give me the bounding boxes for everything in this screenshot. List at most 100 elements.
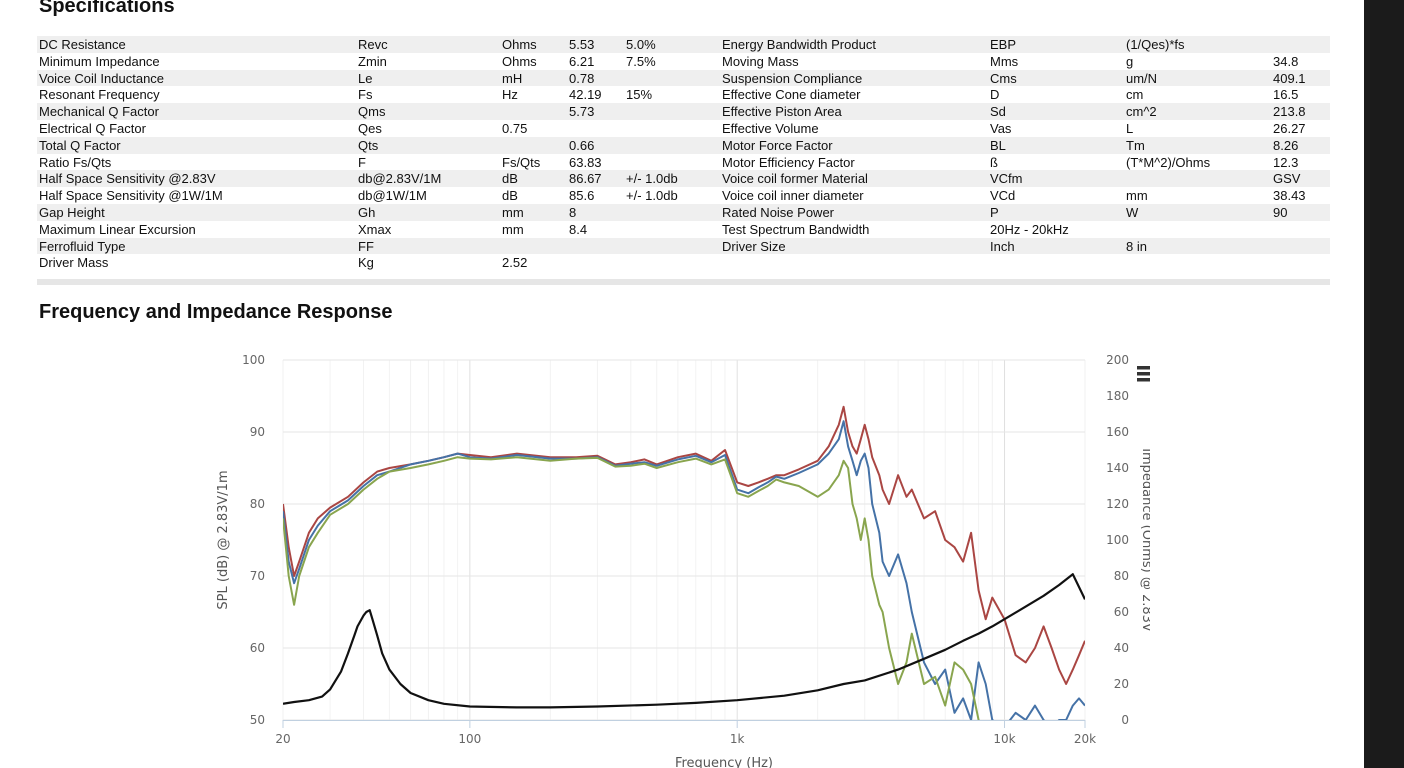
spec-row: Mechanical Q Factor Qms 5.73 Effective Pist… [37,103,1330,120]
x-tick-label: 100 [458,732,481,746]
chart-axes: 50 60 70 80 90 100 0 20 40 60 80 100 120 140 160 180 200… [216,353,1150,768]
y2-tick-label: 60 [1114,605,1129,619]
spec-cell: db@1W/1M [358,188,427,204]
spec-row: DC Resistance Revc Ohms 5.53 5.0% Energy Band… [37,36,1330,53]
spec-cell: 85.6 [569,188,595,204]
y2-axis-title: Impedance (Ohms) @ 2.83V [1139,448,1150,632]
spec-cell: Kg [358,255,374,271]
spec-cell: (1/Qes)*fs [1126,37,1185,52]
spec-cell: Fs/Qts [502,154,541,170]
spec-cell: F [358,154,366,170]
spec-row: Maximum Linear Excursion Xmax mm 8.4 Test Sp… [37,221,1330,238]
spec-cell: db@2.83V/1M [358,171,442,187]
y2-tick-label: 0 [1121,713,1129,727]
spec-cell: D [990,87,1000,103]
spec-cell: 20Hz - 20kHz [990,221,1069,237]
spec-cell: Inch [990,238,1015,254]
spec-cell: Vas [990,120,1012,136]
section-divider [37,279,1330,285]
impedance-curve [283,573,1085,709]
spec-cell: 12.3 [1273,154,1299,170]
spec-cell: Gh [358,204,376,220]
spec-cell: P [990,204,999,220]
spec-cell: Maximum Linear Excursion [39,221,196,237]
spec-cell: Effective Piston Area [722,104,842,120]
spec-row: Electrical Q Factor Qes 0.75 Effective Volu… [37,120,1330,137]
response-heading: Frequency and Impedance Response [39,301,393,323]
dark-sidebar [1364,0,1404,768]
spec-row: Half Space Sensitivity @1W/1M db@1W/1M dB 8… [37,187,1330,204]
spec-cell: Le [358,70,373,86]
spec-cell: mm [502,204,524,220]
spec-row: Voice Coil Inductance Le mH 0.78 Suspension … [37,69,1330,87]
hamburger-menu-icon[interactable] [1137,366,1150,382]
spec-cell: DC Resistance [39,37,126,52]
spec-cell: W [1126,204,1139,220]
spec-cell: Ferrofluid Type [39,238,126,254]
spl-curve [283,420,1085,720]
spec-cell: 86.67 [569,171,602,187]
spec-cell: 0.78 [569,70,595,86]
y2-tick-label: 180 [1106,389,1129,403]
spec-cell: Half Space Sensitivity @2.83V [39,171,216,187]
y2-tick-label: 100 [1106,533,1129,547]
spec-cell: 15% [626,87,653,103]
spec-cell: Voice coil inner diameter [722,188,864,204]
spec-cell: Motor Efficiency Factor [722,154,855,170]
y-tick-label: 60 [250,641,265,655]
x-tick-label: 20k [1074,732,1096,746]
spec-cell: 5.73 [569,104,595,120]
spec-cell: Motor Force Factor [722,137,833,153]
spec-cell: Xmax [358,221,392,237]
spec-cell: Ratio Fs/Qts [39,154,112,170]
spec-cell: +/- 1.0db [626,171,678,187]
spec-row: Ferrofluid Type FF Driver Size Inch 8 in [37,237,1330,255]
y2-tick-label: 80 [1114,569,1129,583]
frequency-impedance-chart: 50 60 70 80 90 100 0 20 40 60 80 100 120 140 160 180 200… [216,353,1150,768]
datasheet-page: Specifications DC Resistance Revc Ohms 5.53… [0,0,1364,768]
spec-cell: Tm [1126,137,1145,153]
spec-cell: VCfm [990,171,1023,187]
spec-cell: Resonant Frequency [39,87,160,103]
spec-cell: cm [1126,87,1144,103]
spl-curve [283,456,980,720]
spec-row: Gap Height Gh mm 8 Rated Noise Power P W 90 [37,203,1330,221]
y2-tick-label: 120 [1106,497,1129,511]
spec-cell: mm [502,221,524,237]
y2-tick-label: 20 [1114,677,1129,691]
spec-cell: Voice Coil Inductance [39,70,165,86]
spec-cell: Zmin [358,53,387,69]
y2-tick-label: 160 [1106,425,1129,439]
y2-tick-label: 140 [1106,461,1129,475]
spec-cell: FF [358,238,374,254]
spec-cell: 90 [1273,204,1288,220]
spec-cell: EBP [990,37,1017,52]
specifications-heading: Specifications [39,0,175,17]
spec-cell: 26.27 [1273,120,1306,136]
spec-cell: dB [502,188,518,204]
y-axis-title: SPL (dB) @ 2.83V/1m [216,470,231,609]
spec-cell: Hz [502,87,518,103]
spec-cell: mH [502,70,523,86]
spec-cell: 213.8 [1273,104,1306,120]
spec-cell: Voice coil former Material [722,171,868,187]
spec-cell: um/N [1126,70,1158,86]
spec-cell: Qts [358,137,379,153]
spec-cell: cm^2 [1126,104,1157,120]
x-tick-label: 20 [275,732,290,746]
spec-cell: Driver Size [722,238,786,254]
spl-curve [283,405,1085,685]
spec-cell: Revc [358,37,388,52]
spec-row: Total Q Factor Qts 0.66 Motor Force Factor B… [37,136,1330,154]
spec-cell: Sd [990,104,1006,120]
spec-cell: 0.66 [569,137,595,153]
spec-cell: Moving Mass [722,53,799,69]
spec-cell: 34.8 [1273,53,1299,69]
spec-row: Resonant Frequency Fs Hz 42.19 15% Effective … [37,86,1330,103]
spec-cell: Test Spectrum Bandwidth [722,221,870,237]
y2-tick-label: 200 [1106,353,1129,367]
y-tick-label: 70 [250,569,265,583]
spec-cell: Mms [990,53,1019,69]
spec-cell: L [1126,120,1134,136]
spec-cell: +/- 1.0db [626,188,678,204]
